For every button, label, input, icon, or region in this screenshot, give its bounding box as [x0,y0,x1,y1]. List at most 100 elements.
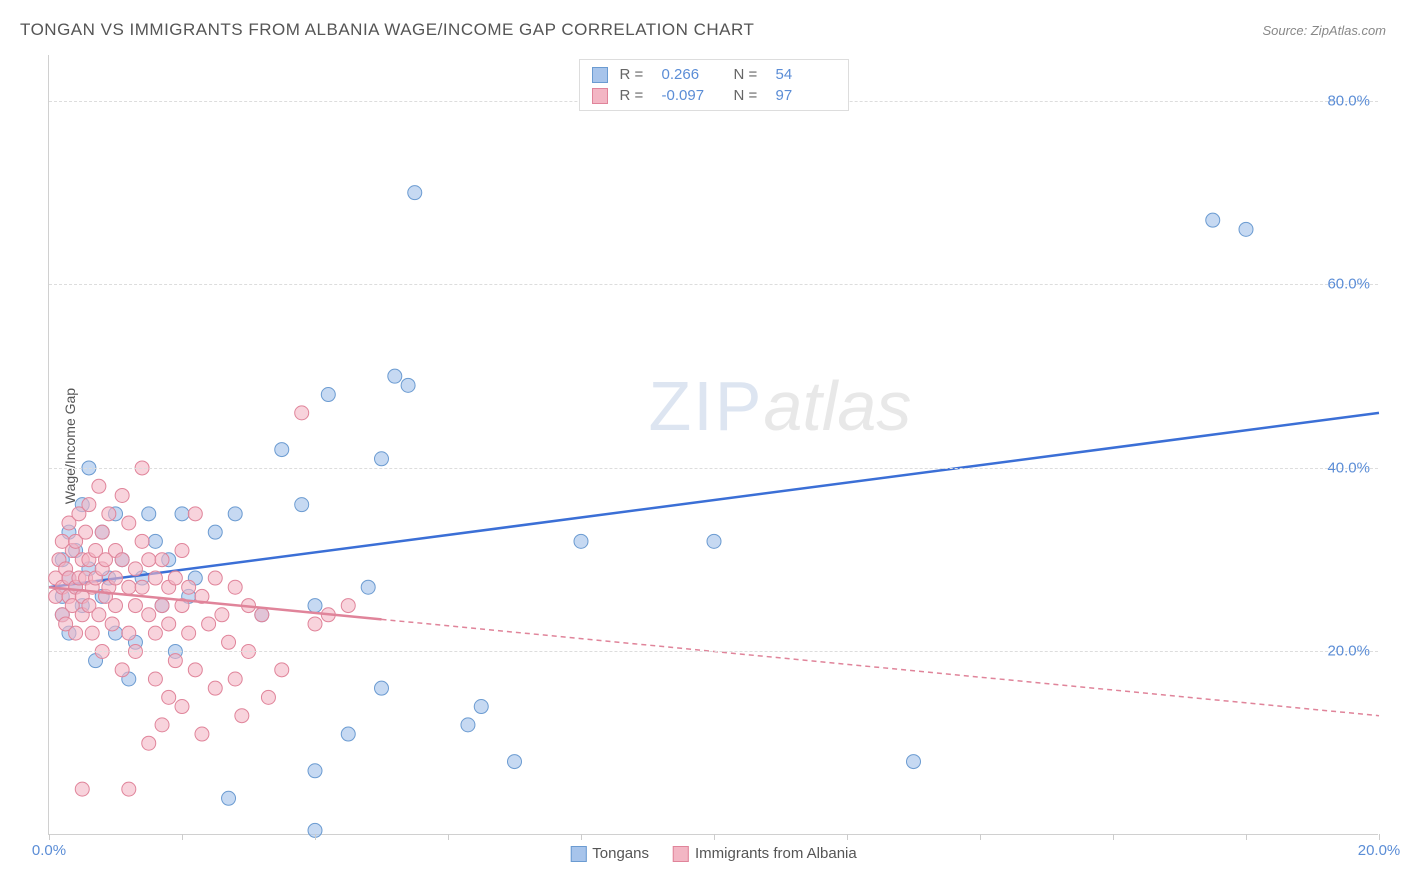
y-tick-label: 60.0% [1327,276,1370,293]
data-point [295,406,309,420]
data-point [228,580,242,594]
data-point [148,626,162,640]
data-point [188,663,202,677]
data-point [1239,222,1253,236]
data-point [408,186,422,200]
data-point [109,599,123,613]
data-point [109,571,123,585]
x-tick-mark [182,834,183,840]
x-tick-label: 20.0% [1358,842,1401,859]
data-point [707,534,721,548]
data-point [142,507,156,521]
data-point [907,755,921,769]
r-value-1: 0.266 [662,66,722,83]
data-point [321,388,335,402]
data-point [175,700,189,714]
gridline [49,468,1378,469]
data-point [122,580,136,594]
x-tick-mark [1379,834,1380,840]
data-point [75,782,89,796]
data-point [79,525,93,539]
data-point [341,727,355,741]
data-point [155,599,169,613]
x-tick-mark [714,834,715,840]
swatch-tongans-icon [570,846,586,862]
source-attribution: Source: ZipAtlas.com [1262,23,1386,38]
data-point [255,608,269,622]
data-point [92,608,106,622]
x-tick-mark [448,834,449,840]
scatter-plot-svg [49,55,1378,834]
data-point [115,553,129,567]
data-point [308,599,322,613]
data-point [182,626,196,640]
data-point [135,580,149,594]
data-point [155,718,169,732]
x-tick-mark [980,834,981,840]
x-tick-mark [581,834,582,840]
data-point [142,553,156,567]
data-point [215,608,229,622]
x-tick-mark [847,834,848,840]
data-point [474,700,488,714]
data-point [188,507,202,521]
data-point [508,755,522,769]
data-point [341,599,355,613]
y-tick-label: 40.0% [1327,459,1370,476]
data-point [69,626,83,640]
legend-item-albania: Immigrants from Albania [673,845,857,862]
data-point [375,452,389,466]
x-tick-mark [315,834,316,840]
data-point [142,736,156,750]
data-point [202,617,216,631]
n-label: N = [734,87,764,104]
data-point [208,571,222,585]
data-point [275,443,289,457]
data-point [574,534,588,548]
data-point [235,709,249,723]
x-tick-mark [1113,834,1114,840]
n-value-1: 54 [776,66,836,83]
data-point [115,488,129,502]
legend-row-series2: R = -0.097 N = 97 [592,85,836,106]
legend-label-tongans: Tongans [592,845,649,862]
data-point [401,378,415,392]
data-point [175,544,189,558]
data-point [461,718,475,732]
chart-title: TONGAN VS IMMIGRANTS FROM ALBANIA WAGE/I… [20,20,754,40]
data-point [308,764,322,778]
data-point [175,507,189,521]
data-point [115,663,129,677]
data-point [261,690,275,704]
data-point [128,599,142,613]
data-point [122,782,136,796]
x-tick-label: 0.0% [32,842,66,859]
data-point [275,663,289,677]
data-point [308,617,322,631]
n-value-2: 97 [776,87,836,104]
swatch-albania [592,88,608,104]
data-point [208,525,222,539]
legend-row-series1: R = 0.266 N = 54 [592,64,836,85]
gridline [49,284,1378,285]
data-point [155,553,169,567]
data-point [95,525,109,539]
data-point [228,672,242,686]
data-point [222,635,236,649]
data-point [122,626,136,640]
data-point [208,681,222,695]
trendline [49,413,1379,587]
data-point [295,498,309,512]
data-point [168,571,182,585]
data-point [182,580,196,594]
data-point [135,534,149,548]
swatch-albania-icon [673,846,689,862]
y-tick-label: 20.0% [1327,643,1370,660]
data-point [168,654,182,668]
legend-item-tongans: Tongans [570,845,649,862]
data-point [162,617,176,631]
data-point [92,479,106,493]
x-tick-mark [1246,834,1247,840]
gridline [49,651,1378,652]
data-point [148,672,162,686]
